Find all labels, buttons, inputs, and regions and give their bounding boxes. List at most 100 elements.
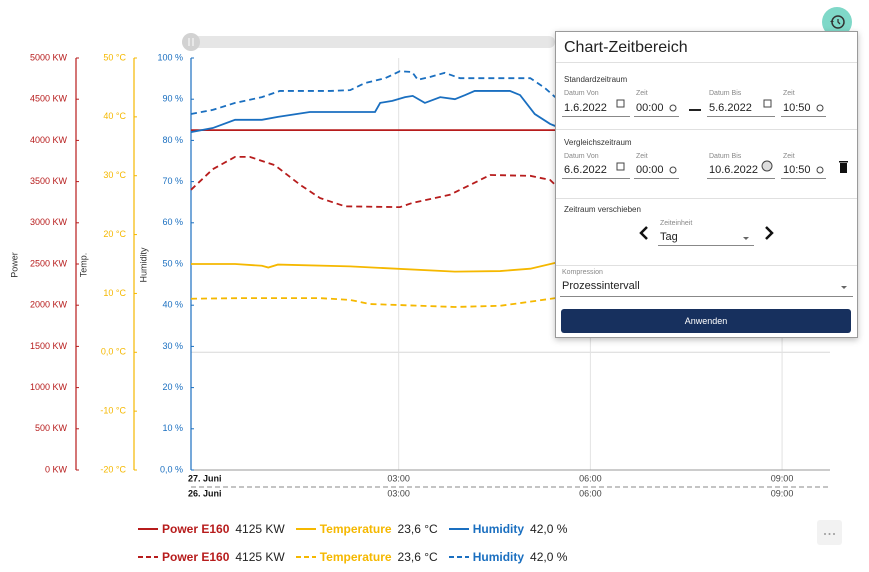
y-tick-label: 50 % (162, 258, 183, 268)
underline (562, 178, 630, 179)
x-tick-label: 06:00 (579, 473, 602, 483)
next-button[interactable] (765, 226, 774, 240)
legend-item[interactable]: Power E160 4125 KW (137, 522, 285, 536)
dropdown-arrow[interactable] (841, 286, 847, 289)
series-line (190, 90, 556, 134)
field-value[interactable]: 00:00 (636, 164, 664, 176)
legend-item[interactable]: Power E160 4125 KW (137, 550, 285, 564)
dropdown-value[interactable]: Tag (660, 231, 678, 243)
dropdown-value[interactable]: Prozessintervall (562, 280, 640, 292)
y-tick-label: 0,0 % (160, 464, 183, 474)
legend-swatch (295, 556, 316, 558)
legend-value: 42,0 % (530, 522, 568, 536)
x-tick-label: 09:00 (771, 473, 794, 483)
legend-swatch (138, 528, 158, 530)
slider-handle[interactable] (182, 33, 200, 51)
field-value[interactable]: 6.6.2022 (564, 164, 607, 176)
legend-swatch (448, 528, 469, 530)
legend-value: 4125 KW (235, 550, 285, 564)
section-heading: Zeitraum verschieben (564, 205, 641, 214)
clock-icon[interactable] (669, 166, 677, 174)
clock-icon[interactable] (816, 104, 824, 112)
field-value[interactable]: 5.6.2022 (709, 102, 752, 114)
dropdown-arrow[interactable] (743, 237, 749, 240)
y-tick-label: 5000 KW (30, 52, 68, 62)
underline (634, 116, 679, 117)
more-button[interactable] (817, 520, 842, 545)
y-tick-label: 1000 KW (30, 382, 68, 392)
y-axis-title: Power (9, 252, 19, 278)
divider (556, 62, 857, 63)
underline (707, 116, 775, 117)
field-value[interactable]: 10:50 (783, 102, 811, 114)
y-tick-label: 10 °C (103, 288, 126, 298)
underline (781, 116, 826, 117)
y-tick-label: 30 °C (103, 170, 126, 180)
field-label: Datum Bis (709, 90, 742, 97)
legend-name: Humidity (472, 550, 525, 564)
y-tick-label: 2000 KW (30, 300, 68, 310)
history-button[interactable] (822, 7, 852, 37)
y-tick-label: 70 % (162, 176, 183, 186)
field-value[interactable]: 10:50 (783, 164, 811, 176)
calendar-icon[interactable] (763, 99, 772, 108)
panel-title: Chart-Zeitbereich (564, 39, 688, 56)
y-tick-label: 0,0 °C (101, 347, 127, 357)
y-tick-label: -20 °C (100, 464, 126, 474)
y-axis-title: Humidity (138, 247, 148, 283)
y-tick-label: 40 % (162, 300, 183, 310)
y-tick-label: -10 °C (100, 406, 126, 416)
y-tick-label: 0 KW (45, 464, 68, 474)
y-tick-label: 1500 KW (30, 341, 68, 351)
section-heading: Vergleichszeitraum (564, 138, 632, 147)
delete-icon[interactable] (839, 161, 848, 173)
field-label: Zeit (783, 90, 795, 97)
field-label: Datum Bis (709, 153, 742, 160)
legend-name: Power E160 (162, 550, 230, 564)
y-tick-label: 100 % (157, 52, 183, 62)
field-value[interactable]: 00:00 (636, 102, 664, 114)
legend-item[interactable]: Temperature 23,6 °C (295, 522, 438, 536)
range-slider[interactable] (182, 36, 555, 48)
calendar-icon[interactable] (761, 160, 773, 172)
legend-value: 4125 KW (235, 522, 285, 536)
underline (707, 178, 775, 179)
y-tick-label: 2500 KW (30, 258, 68, 268)
y-tick-label: 500 KW (35, 423, 68, 433)
field-label: Zeit (783, 153, 795, 160)
legend-item[interactable]: Humidity 42,0 % (448, 522, 568, 536)
y-tick-label: 3000 KW (30, 217, 68, 227)
underline (634, 178, 679, 179)
calendar-icon[interactable] (616, 99, 625, 108)
divider (556, 198, 857, 199)
underline (562, 116, 630, 117)
legend-name: Temperature (319, 522, 392, 536)
y-tick-label: 20 % (162, 382, 183, 392)
y-axis-title: Temp. (78, 253, 88, 278)
legend-item[interactable]: Temperature 23,6 °C (295, 550, 438, 564)
y-tick-label: 80 % (162, 135, 183, 145)
panel-icons (616, 99, 848, 289)
series-line (190, 70, 556, 115)
underline (560, 296, 853, 297)
legend-name: Humidity (472, 522, 525, 536)
legend-swatch (138, 556, 158, 558)
y-tick-label: 40 °C (103, 111, 126, 121)
apply-button[interactable]: Anwenden (561, 309, 851, 333)
clock-icon[interactable] (669, 104, 677, 112)
legend-value: 23,6 °C (397, 522, 438, 536)
legend-swatch (448, 556, 469, 558)
field-label: Datum Von (564, 153, 599, 160)
calendar-icon[interactable] (616, 162, 625, 171)
series-line (191, 261, 556, 273)
legend-item[interactable]: Humidity 42,0 % (448, 550, 567, 564)
legend-row: Power E160 4125 KW Temperature 23,6 °C Humid… (137, 543, 577, 571)
field-value[interactable]: 10.6.2022 (709, 164, 758, 176)
previous-button[interactable] (639, 226, 648, 240)
field-value[interactable]: 1.6.2022 (564, 102, 607, 114)
clock-icon[interactable] (816, 166, 824, 174)
field-label: Zeit (636, 153, 648, 160)
y-tick-label: 90 % (162, 94, 183, 104)
y-tick-label: 60 % (162, 217, 183, 227)
